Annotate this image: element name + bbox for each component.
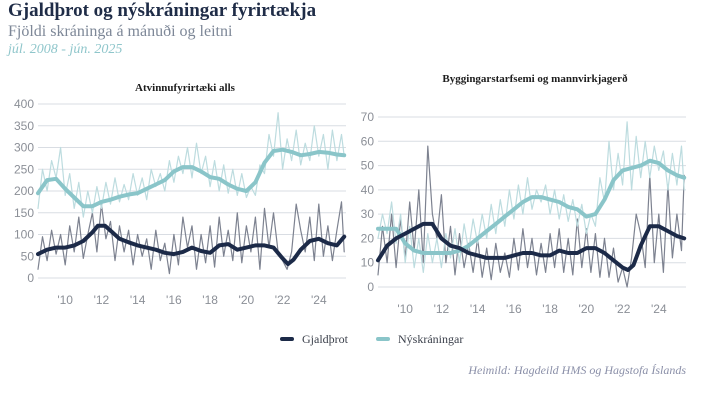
chart-period: júl. 2008 - jún. 2025 (8, 42, 123, 57)
series-line-nyskraningar-trend (36, 147, 347, 209)
x-tick-label: '22 (615, 302, 631, 316)
x-tick-label: '22 (275, 293, 291, 307)
panel-title-atvinnufyrirtaeki: Atvinnufyrirtæki alls (135, 82, 235, 94)
legend-swatch-gjaldthrot (280, 337, 294, 341)
y-tick-label: 40 (361, 183, 375, 197)
x-tick-label: '20 (239, 293, 255, 307)
y-tick-label: 200 (14, 184, 34, 198)
legend: Gjaldþrot Nýskráningar (280, 331, 491, 347)
x-tick-label: '18 (542, 302, 558, 316)
x-tick-label: '20 (579, 302, 595, 316)
series-line-nyskraningar-monthly (377, 121, 685, 273)
series-line-gjaldthrot-trend (36, 223, 347, 267)
y-tick-label: 400 (14, 97, 34, 111)
legend-swatch-nyskraningar (376, 337, 390, 341)
series-line-nyskraningar-monthly (37, 112, 345, 218)
y-tick-label: 10 (361, 256, 375, 270)
panel-0: 0 50 100 150 200 250 300 350 400 '10 '12 '14 '16 '18 '… (14, 97, 347, 307)
y-tick-label: 350 (14, 119, 34, 133)
series-line-gjaldthrot-monthly (37, 201, 345, 275)
y-tick-label: 20 (361, 231, 375, 245)
x-tick-label: '24 (311, 293, 327, 307)
series-line-nyskraningar-trend (376, 158, 687, 255)
x-tick-label: '10 (57, 293, 73, 307)
y-tick-label: 70 (361, 110, 375, 124)
x-tick-label: '14 (470, 302, 486, 316)
series-line-gjaldthrot-trend (376, 221, 687, 272)
x-tick-label: '10 (397, 302, 413, 316)
x-tick-label: '16 (166, 293, 182, 307)
y-tick-label: 250 (14, 162, 34, 176)
source-note: Heimild: Hagdeild HMS og Hagstofa Ísland… (468, 363, 686, 377)
y-tick-label: 50 (21, 249, 35, 263)
x-tick-label: '18 (202, 293, 218, 307)
legend-label-nyskraningar: Nýskráningar (398, 331, 464, 346)
series-line-gjaldthrot-monthly (377, 145, 685, 288)
legend-item-gjaldthrot: Gjaldþrot (280, 332, 348, 347)
chart-title: Gjaldþrot og nýskráningar fyrirtækja (8, 0, 317, 21)
y-tick-label: 100 (14, 228, 34, 242)
y-tick-label: 0 (367, 280, 374, 294)
y-tick-label: 60 (361, 134, 375, 148)
panel-title-byggingarstarfsemi: Byggingarstarfsemi og mannvirkjagerð (442, 73, 628, 85)
x-tick-label: '14 (130, 293, 146, 307)
y-tick-label: 0 (27, 271, 34, 285)
x-tick-label: '24 (651, 302, 667, 316)
panel-1: 0 10 20 30 40 50 60 70 '10 '12 '14 '16 '18 '20 '22 '24 (361, 110, 687, 316)
y-tick-label: 300 (14, 141, 34, 155)
x-tick-label: '12 (94, 293, 110, 307)
y-tick-label: 30 (361, 207, 375, 221)
legend-label-gjaldthrot: Gjaldþrot (302, 331, 348, 346)
y-tick-label: 150 (14, 206, 34, 220)
x-tick-label: '16 (506, 302, 522, 316)
legend-item-nyskraningar: Nýskráningar (376, 332, 463, 347)
chart-subtitle: Fjöldi skráninga á mánuði og leitni (8, 23, 233, 40)
y-tick-label: 50 (361, 159, 375, 173)
x-tick-label: '12 (434, 302, 450, 316)
